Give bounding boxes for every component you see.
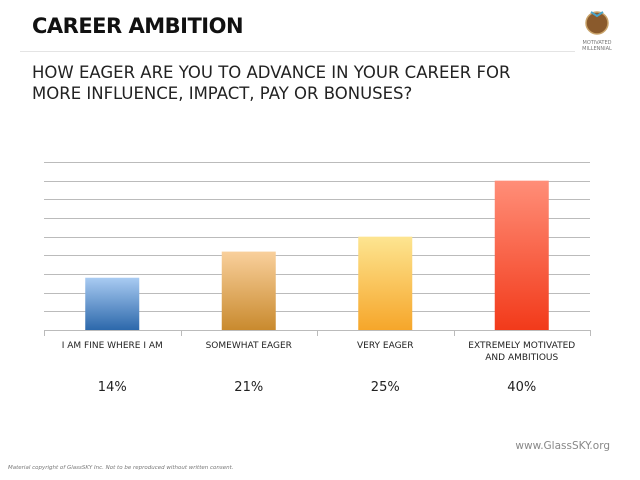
copyright: Material copyright of GlassSKY Inc. Not …: [8, 465, 234, 471]
x-tick-label: EXTREMELY MOTIVATED AND AMBITIOUS: [468, 341, 576, 363]
x-tick-label: VERY EAGER: [357, 341, 414, 351]
data-label: 21%: [234, 380, 264, 395]
data-label: 14%: [97, 380, 127, 395]
x-tick-label: SOMEWHAT EAGER: [205, 341, 292, 351]
website: www.GlassSKY.org: [515, 440, 610, 452]
logo: MOTIVATED MILLENNIAL: [574, 6, 620, 52]
logo-text: MOTIVATED MILLENNIAL: [582, 40, 612, 52]
divider: [20, 51, 575, 52]
bar: [221, 251, 276, 330]
slide-title: CAREER AMBITION: [32, 14, 244, 38]
chart-title: HOW EAGER ARE YOU TO ADVANCE IN YOUR CAR…: [32, 63, 511, 103]
bar: [494, 180, 549, 330]
data-label: 40%: [507, 380, 537, 395]
bar: [358, 236, 413, 330]
data-label: 25%: [370, 380, 400, 395]
bar: [85, 277, 140, 330]
x-tick-label: I AM FINE WHERE I AM: [61, 341, 163, 351]
logo-icon: [585, 11, 609, 35]
